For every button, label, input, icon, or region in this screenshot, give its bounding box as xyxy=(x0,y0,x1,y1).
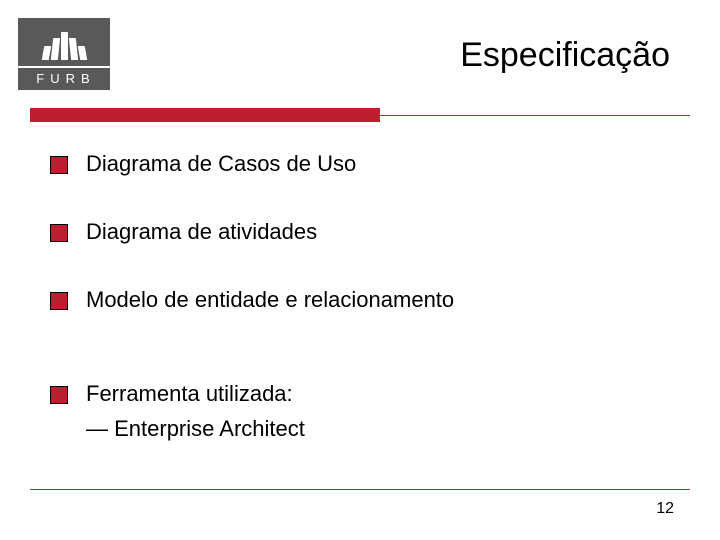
list-item-text: Modelo de entidade e relacionamento xyxy=(86,286,454,315)
slide-title: Especificação xyxy=(460,36,670,75)
square-bullet-icon xyxy=(50,224,68,242)
square-bullet-icon xyxy=(50,156,68,174)
logo-book-icon xyxy=(18,18,110,66)
slide: FURB Especificação Diagrama de Casos de … xyxy=(0,0,720,540)
list-item: Ferramenta utilizada: — Enterprise Archi… xyxy=(50,380,305,443)
list-item-text: Diagrama de atividades xyxy=(86,218,317,247)
footer-divider xyxy=(30,489,690,490)
list-item-text: Ferramenta utilizada: xyxy=(86,380,305,409)
logo-text: FURB xyxy=(18,68,110,90)
page-number: 12 xyxy=(656,500,674,518)
list-item-text: Diagrama de Casos de Uso xyxy=(86,150,356,179)
list-item-subtext: — Enterprise Architect xyxy=(86,415,305,444)
list-item: Diagrama de atividades xyxy=(50,218,317,247)
furb-logo: FURB xyxy=(18,18,110,90)
list-item: Diagrama de Casos de Uso xyxy=(50,150,356,179)
divider-red-bar xyxy=(30,108,380,122)
title-divider xyxy=(30,108,690,122)
list-item: Modelo de entidade e relacionamento xyxy=(50,286,454,315)
square-bullet-icon xyxy=(50,386,68,404)
square-bullet-icon xyxy=(50,292,68,310)
